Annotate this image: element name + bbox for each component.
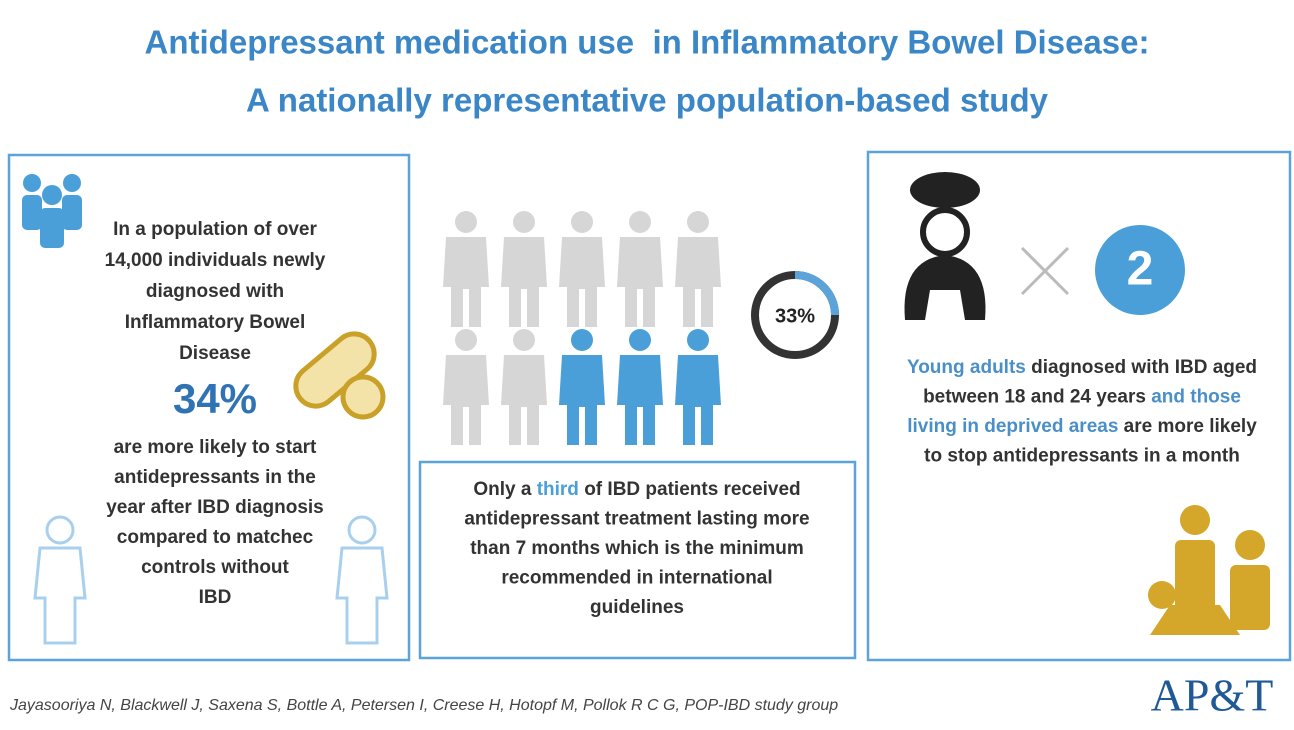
text-line: than 7 months which is the minimum bbox=[470, 538, 804, 559]
person-icon bbox=[443, 211, 489, 327]
person-body bbox=[559, 237, 605, 327]
ring-accent bbox=[794, 271, 839, 316]
text-line: diagnosed with bbox=[146, 281, 284, 302]
text-line: Young adults diagnosed with IBD aged bbox=[907, 357, 1257, 378]
text-segment: third bbox=[537, 479, 579, 500]
text-line: controls without bbox=[141, 557, 289, 578]
text-line: Only a third of IBD patients received bbox=[473, 479, 800, 500]
person-head bbox=[455, 211, 477, 233]
text-line: antidepressants in the bbox=[114, 467, 316, 488]
text-segment: diagnosed with bbox=[146, 281, 284, 302]
text-segment: 14,000 individuals newly bbox=[105, 250, 326, 271]
text-segment: diagnosed with IBD aged bbox=[1026, 357, 1257, 378]
text-line: IBD bbox=[199, 587, 232, 608]
multiplier: 2 bbox=[1127, 243, 1154, 296]
person-icon bbox=[675, 329, 721, 445]
person-icon bbox=[675, 211, 721, 327]
times-icon bbox=[1020, 246, 1070, 296]
text-segment: living in deprived areas bbox=[907, 416, 1118, 437]
text-segment: are more likely to start bbox=[114, 437, 317, 458]
text-segment: Only a bbox=[473, 479, 536, 500]
person-head bbox=[687, 211, 709, 233]
logo: AP&T bbox=[1151, 670, 1274, 721]
text-segment: IBD bbox=[199, 587, 232, 608]
text-segment: Inflammatory Bowel bbox=[125, 312, 306, 333]
wealth-icon bbox=[1148, 505, 1270, 635]
text-line: antidepressant treatment lasting more bbox=[464, 509, 809, 530]
text-segment: recommended in international bbox=[501, 568, 772, 589]
right-panel bbox=[866, 150, 1292, 662]
text-line: are more likely to start bbox=[114, 437, 317, 458]
person-head bbox=[571, 211, 593, 233]
text-segment: are more likely bbox=[1118, 416, 1257, 437]
person-head bbox=[629, 329, 651, 351]
person-icon bbox=[501, 329, 547, 445]
person-head bbox=[513, 211, 535, 233]
text-segment: guidelines bbox=[590, 597, 684, 618]
person-body bbox=[675, 355, 721, 445]
circle bbox=[1095, 225, 1185, 315]
text-segment: compared to matchec bbox=[117, 527, 314, 548]
stat: 34% bbox=[173, 375, 257, 422]
middle-box bbox=[418, 460, 857, 660]
text-segment: than 7 months which is the minimum bbox=[470, 538, 804, 559]
person-head bbox=[513, 329, 535, 351]
text-segment: of IBD patients received bbox=[579, 479, 801, 500]
person-head bbox=[629, 211, 651, 233]
text-segment: Young adults bbox=[907, 357, 1026, 378]
person-head bbox=[687, 329, 709, 351]
pill-icon bbox=[293, 331, 386, 420]
person-head bbox=[571, 329, 593, 351]
person-body bbox=[559, 355, 605, 445]
text-segment: year after IBD diagnosis bbox=[106, 497, 324, 518]
person-body bbox=[443, 355, 489, 445]
person-icon bbox=[559, 211, 605, 327]
group-icon bbox=[22, 174, 82, 248]
text-line: to stop antidepressants in a month bbox=[924, 446, 1240, 467]
text-segment: Disease bbox=[179, 343, 251, 364]
person-body bbox=[675, 237, 721, 327]
person-body bbox=[443, 237, 489, 327]
person-icon bbox=[617, 329, 663, 445]
text-line: 14,000 individuals newly bbox=[105, 250, 326, 271]
person-body bbox=[501, 355, 547, 445]
title: A nationally representative population-b… bbox=[246, 82, 1049, 119]
stat: 33% bbox=[775, 305, 815, 327]
authors: Jayasooriya N, Blackwell J, Saxena S, Bo… bbox=[9, 697, 838, 714]
person-head bbox=[455, 329, 477, 351]
text-segment: antidepressant treatment lasting more bbox=[464, 509, 809, 530]
text-line: between 18 and 24 years and those bbox=[923, 387, 1241, 408]
person-body bbox=[617, 237, 663, 327]
text-line: year after IBD diagnosis bbox=[106, 497, 324, 518]
text-line: compared to matchec bbox=[117, 527, 314, 548]
text-line: In a population of over bbox=[113, 219, 317, 240]
text-segment: to stop antidepressants in a month bbox=[924, 446, 1240, 467]
text-segment: antidepressants in the bbox=[114, 467, 316, 488]
person-icon bbox=[559, 329, 605, 445]
text-segment: and those bbox=[1151, 387, 1241, 408]
person-body bbox=[617, 355, 663, 445]
text-segment: between 18 and 24 years bbox=[923, 387, 1151, 408]
text-line: living in deprived areas are more likely bbox=[907, 416, 1257, 437]
text-segment: In a population of over bbox=[113, 219, 317, 240]
text-line: Disease bbox=[179, 343, 251, 364]
person-body bbox=[501, 237, 547, 327]
text-line: Inflammatory Bowel bbox=[125, 312, 306, 333]
text-line: guidelines bbox=[590, 597, 684, 618]
person-icon bbox=[501, 211, 547, 327]
text-segment: controls without bbox=[141, 557, 289, 578]
sad-person-icon bbox=[904, 172, 986, 320]
person-icon bbox=[443, 329, 489, 445]
text-line: recommended in international bbox=[501, 568, 772, 589]
person-icon bbox=[617, 211, 663, 327]
outline-people bbox=[33, 515, 389, 645]
title: Antidepressant medication use in Inflamm… bbox=[145, 24, 1150, 61]
left-panel bbox=[7, 153, 411, 662]
